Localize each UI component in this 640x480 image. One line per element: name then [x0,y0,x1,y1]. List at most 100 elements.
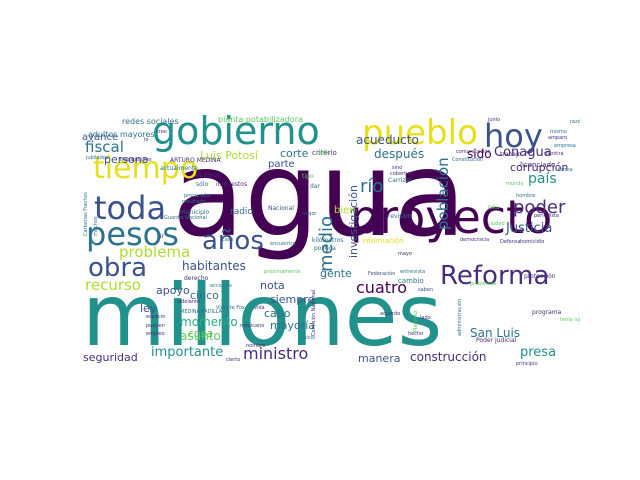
word-cuatro: cuatro [356,278,408,297]
word-forma: forma [558,167,573,173]
word-licenciado: licenciado [520,161,556,169]
word-vida: vida [254,305,265,311]
word-recurso: recurso [85,276,141,294]
word-justicia: Justicia [506,221,553,236]
word-nombre: nombre [246,343,266,349]
word-encuentra: encuentra [270,241,296,247]
word-millones: millones [82,266,443,366]
word-criterio: criterio [312,149,337,157]
word-importante: importante [151,345,224,360]
word-empresa: empresa [554,143,576,149]
word-actualmente: actualmente [160,165,198,172]
word-cloud: agua millones proyecto gobierno pueblo h… [80,110,580,370]
word-junio: junio [488,117,501,123]
word-manera: manera [358,352,401,365]
word-carrizal: Carrizal [388,177,411,184]
word-nacional: Nacional [268,205,294,212]
word-dar: dar [310,183,320,190]
word-solo: sólo [196,181,209,188]
word-proximamente: próximamente [264,269,301,275]
word-avance: avance [82,132,119,143]
word-municipio: municipio [180,209,210,216]
word-lado: lado [420,315,431,321]
word-poder-judicial: Poder Judicial [476,337,517,344]
word-presa: presa [520,345,557,360]
word-jubilados: jubilados [86,155,109,161]
word-procurador: procurador [184,193,212,199]
word-problemas: problemas [470,281,497,287]
word-pesos: pesos [86,215,179,253]
word-corrupcion: corrupción [510,161,569,174]
word-redes-sociales: redes sociales [122,117,179,126]
word-construccion: construcción [410,350,487,364]
word-gobierno: gobierno [152,110,320,153]
word-problema: problema [119,243,191,261]
word-poblacion: población [434,157,452,230]
word-tiempo: tiempo [93,151,199,186]
word-obra: obra [88,253,148,283]
word-radio: radio [230,207,253,217]
word-saben: saben [418,287,434,293]
word-corte: corte [280,147,309,160]
word-acueducto: acueducto [356,133,419,147]
word-cierto: cierto [226,357,241,363]
word-pais: país [528,171,557,187]
word-kilometros: kilómetros [312,237,344,244]
word-anos: años [202,226,264,256]
word-agua: agua [172,125,467,263]
word-empleo: empleo [146,331,165,337]
word-revision: revisión [388,213,412,220]
word-pueblo: pueblo [362,113,478,153]
word-sido: sido [467,147,492,161]
word-espacio: espacio [146,314,166,320]
word-mayo: mayo [398,251,412,257]
word-muchos: muchos [93,216,99,236]
word-creo: creo [156,129,167,135]
word-politica: política [314,245,336,252]
word-vicente-fox: Vicente Fox [216,305,245,311]
word-principio: principio [516,361,538,367]
word-mexicano: mexicano [240,323,265,329]
word-hoy: hoy [484,117,543,155]
word-habitantes: habitantes [182,259,246,273]
word-trabajadores: trabajadores [120,157,152,163]
word-hombre: hombre [516,193,536,199]
word-proteccion: protección [524,273,556,280]
word-federacion: Federación [368,271,396,277]
word-impuestos: impuestos [216,181,248,188]
word-carbonas-fuertes: Carbonas Fuertes [83,192,89,236]
word-adelante: adelante [178,299,200,305]
word-guardia-nacional: Guardia Nacional [164,215,207,221]
word-comision-nacional: Comisión Nacional [311,289,317,336]
word-comunicacion: comunicación [456,149,491,155]
word-ley: ley [140,302,157,315]
word-sino: sino [392,165,403,171]
word-constitucion: Constitución [452,157,484,163]
word-falta: falta [488,205,500,211]
word-amparo: amparo [548,135,568,141]
word-siempre: siempre [270,293,315,306]
word-san-luis: San Luis [470,326,521,340]
word-planta-potabilizadora: planta potabilizadora [218,115,303,124]
word-hecho: hecho [408,331,424,337]
word-poder: poder [513,197,566,218]
word-mayoria: mayoría [270,319,316,332]
word-reforma: Reforma [440,261,550,291]
word-trabajo: trabajo [500,151,522,158]
word-fiscal: fiscal [85,138,124,156]
word-conagua: Conagua [494,145,552,160]
word-acuerdo: acuerdo [380,311,401,317]
word-pueden: pueden [146,323,165,329]
word-asunto: asunto [180,329,221,343]
word-programa: programa [532,309,562,316]
word-entrevista: entrevista [400,269,426,275]
word-administracion: administración [457,298,463,336]
word-informacion: información [362,237,404,245]
word-lo: lo [144,137,149,143]
word-cabo: cabo [264,307,291,320]
word-derecho: derecho [184,275,209,282]
word-cada: cada [316,149,331,156]
word-defensa: Defensa [500,239,521,245]
word-gente: gente [320,267,352,280]
word-tenia-lugar: tenía lugar [560,317,580,323]
